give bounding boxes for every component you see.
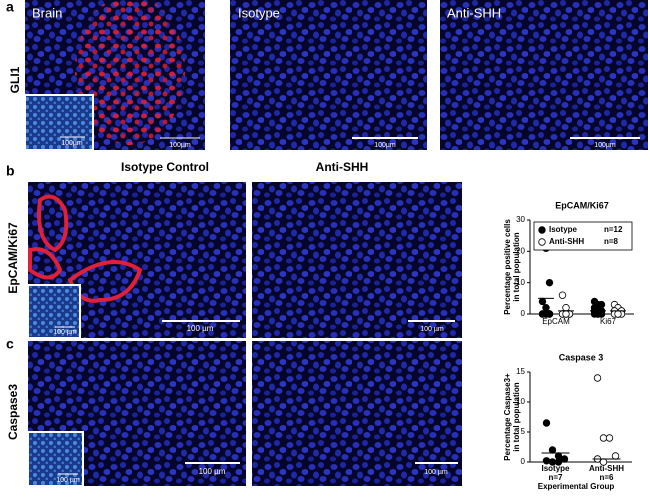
point [554, 458, 563, 466]
row-label: Caspase3 [6, 384, 20, 440]
point [605, 434, 614, 442]
scale-label: 100µm [594, 142, 616, 149]
micrograph [252, 341, 462, 486]
point [542, 304, 550, 312]
y-axis-label: Percentage positive cells [503, 219, 512, 315]
legend-label: Anti-SHH [549, 237, 584, 246]
y-tick-label: 10 [516, 397, 525, 406]
x-axis-label: Experimental Group [538, 482, 615, 491]
x-tick-label: EpCAM [542, 317, 570, 326]
y-axis-label: in total population [512, 232, 521, 301]
micrograph [440, 0, 648, 150]
point [548, 446, 557, 454]
panel-letter: c [6, 336, 14, 352]
scale-label: 100µm [61, 140, 83, 147]
y-tick-label: 10 [516, 278, 525, 287]
scale-label: 100 µm [424, 469, 448, 476]
y-axis-label: Percentage Caspase3+ [503, 373, 512, 461]
legend [533, 221, 633, 251]
point [560, 455, 569, 463]
y-tick-label: 15 [516, 367, 525, 376]
scale-label: 100µm [374, 142, 396, 149]
scale-label: 100 µm [199, 467, 226, 476]
x-tick-note: n=7 [548, 473, 563, 482]
inset [27, 431, 84, 487]
image-label: Isotype [238, 5, 280, 20]
point [545, 310, 554, 318]
scale-label: 100 µm [53, 329, 77, 336]
micrograph [252, 182, 462, 338]
stain [75, 0, 185, 145]
y-tick-label: 5 [521, 427, 526, 436]
point [558, 291, 567, 299]
scale-label: 100 µm [187, 324, 214, 333]
y-axis-label: in total population [512, 382, 521, 451]
image-label: Anti-SHH [447, 5, 501, 20]
row-label: EpCAM/Ki67 [6, 222, 20, 294]
point [542, 419, 551, 427]
chart-title: Caspase 3 [559, 352, 604, 362]
column-label: Isotype Control [121, 160, 209, 174]
panel-letter: a [6, 0, 14, 15]
x-tick-label: Ki67 [600, 317, 617, 326]
legend-note: n=12 [604, 225, 623, 234]
x-tick-note: n=6 [599, 473, 614, 482]
image-label: Brain [32, 5, 62, 20]
row-label: GLI1 [8, 66, 22, 93]
legend-marker [538, 226, 546, 234]
legend-note: n=8 [604, 237, 619, 246]
point [538, 297, 547, 306]
y-tick-label: 20 [516, 246, 525, 255]
panel-letter: b [6, 163, 15, 179]
y-tick-label: 0 [521, 457, 526, 466]
inset [27, 284, 81, 339]
point [562, 304, 570, 312]
legend-label: Isotype [549, 225, 578, 234]
micrograph [230, 0, 427, 150]
point [597, 310, 606, 318]
scale-label: 100 µm [56, 477, 80, 484]
y-tick-label: 0 [521, 309, 526, 318]
stain [28, 194, 143, 303]
scale-label: 100µm [169, 142, 191, 149]
chart-title: EpCAM/Ki67 [555, 200, 609, 210]
point [614, 310, 622, 318]
scale-label: 100 µm [420, 326, 444, 333]
x-tick-label: Isotype [541, 464, 570, 473]
point [611, 452, 620, 460]
point [542, 457, 551, 465]
x-tick-label: Anti-SHH [589, 464, 624, 473]
column-label: Anti-SHH [316, 160, 369, 174]
point [562, 310, 570, 318]
point [593, 374, 602, 382]
inset [24, 94, 94, 151]
point [545, 278, 554, 287]
legend-marker [538, 238, 546, 246]
y-tick-label: 30 [516, 215, 525, 224]
